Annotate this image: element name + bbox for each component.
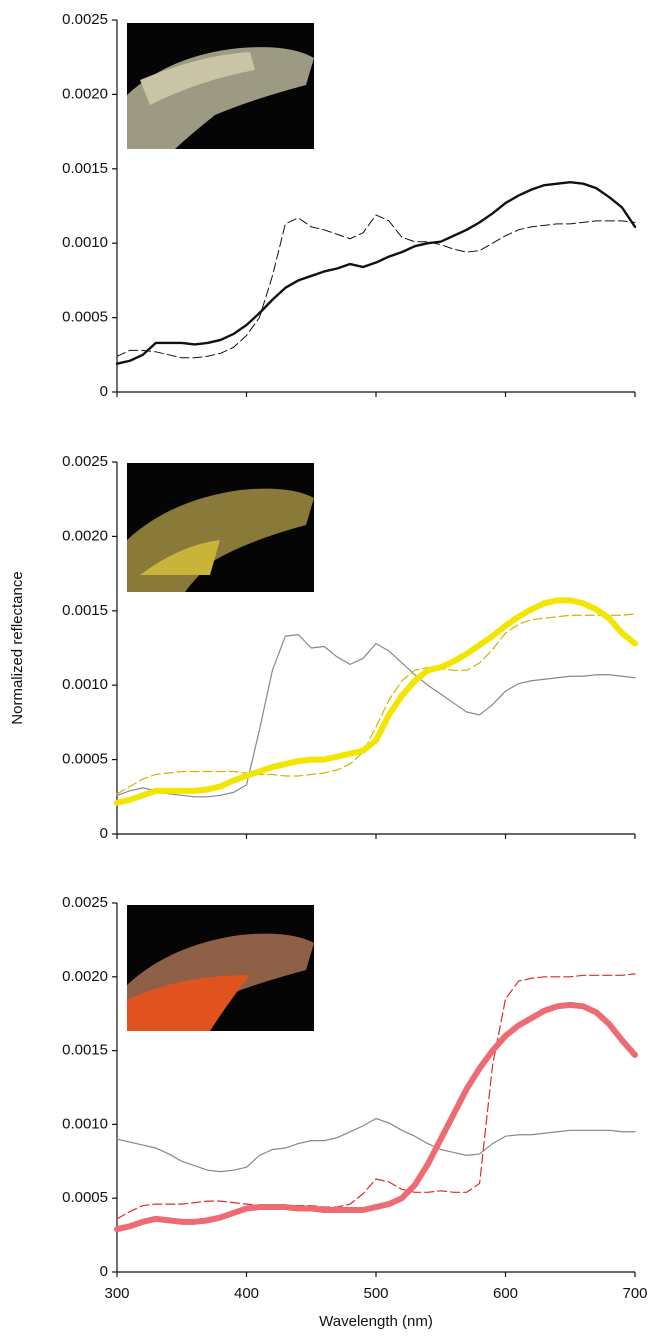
- photo: [127, 905, 314, 1031]
- data-line: [116, 973, 636, 1220]
- data-line: [116, 1117, 636, 1173]
- x-tick-label: 300: [104, 1285, 129, 1302]
- y-tick-label: 0.0020: [62, 527, 108, 544]
- y-tick-label: 0.0025: [62, 453, 108, 470]
- y-tick-label: 0.0010: [62, 234, 108, 251]
- y-tick-label: 0.0020: [62, 968, 108, 985]
- photo: [127, 23, 314, 149]
- photo: [127, 463, 314, 592]
- y-tick-label: 0.0015: [62, 1042, 108, 1059]
- y-tick-label: 0.0010: [62, 1115, 108, 1132]
- y-tick-label: 0.0015: [62, 602, 108, 619]
- y-tick-label: 0.0005: [62, 751, 108, 768]
- data-line: [114, 597, 638, 806]
- x-tick-label: 400: [234, 1285, 259, 1302]
- y-tick-label: 0.0015: [62, 160, 108, 177]
- x-axis-label: Wavelength (nm): [319, 1313, 433, 1330]
- y-tick-label: 0.0005: [62, 309, 108, 326]
- y-tick-label: 0.0010: [62, 676, 108, 693]
- y-tick-label: 0: [100, 383, 108, 400]
- data-line: [116, 214, 636, 359]
- x-tick-label: 600: [493, 1285, 518, 1302]
- y-tick-label: 0.0025: [62, 11, 108, 28]
- data-line: [115, 180, 637, 365]
- y-axis-label: Normalized reflectance: [9, 571, 26, 724]
- y-tick-label: 0: [100, 825, 108, 842]
- data-line: [114, 1001, 638, 1233]
- y-tick-label: 0.0020: [62, 85, 108, 102]
- y-tick-label: 0.0005: [62, 1189, 108, 1206]
- x-tick-label: 700: [622, 1285, 647, 1302]
- data-line: [116, 613, 636, 795]
- y-tick-label: 0.0025: [62, 894, 108, 911]
- x-tick-label: 500: [363, 1285, 388, 1302]
- data-line: [116, 634, 636, 798]
- y-tick-label: 0: [100, 1263, 108, 1280]
